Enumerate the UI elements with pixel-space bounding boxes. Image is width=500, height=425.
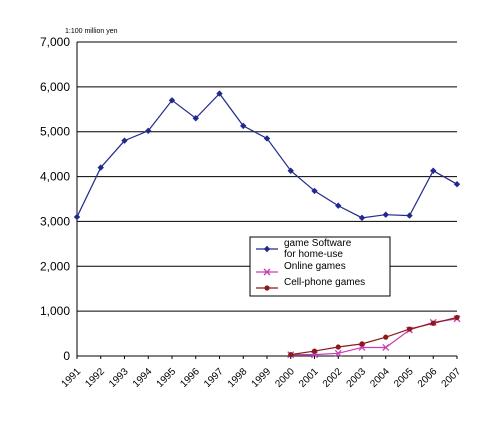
data-point (311, 348, 318, 354)
x-tick-label: 2002 (321, 366, 345, 390)
data-point (382, 211, 389, 218)
y-tick-label: 6,000 (40, 80, 70, 94)
x-tick-label: 1995 (155, 366, 179, 390)
data-point (288, 352, 294, 358)
legend-entry: Online games (256, 261, 346, 276)
data-point (168, 97, 176, 104)
series-line (76, 92, 458, 219)
legend-label: Cell-phone games (284, 277, 365, 288)
data-point (73, 213, 81, 221)
x-tick-label: 2004 (368, 366, 392, 390)
legend-entry: Cell-phone games (256, 277, 365, 291)
data-point (97, 164, 104, 171)
gridlines (77, 41, 457, 357)
x-tick-label: 2007 (440, 366, 464, 390)
x-tick-label: 1996 (178, 366, 202, 390)
data-point (263, 135, 271, 142)
legend-box (249, 236, 391, 297)
data-point (287, 167, 294, 174)
data-point (382, 344, 390, 351)
legend-marker (263, 245, 271, 253)
data-point (359, 341, 365, 347)
data-point (216, 90, 223, 97)
x-tick-label: 2006 (416, 366, 440, 390)
y-tick-label: 3,000 (40, 214, 70, 228)
data-point (383, 334, 389, 340)
data-point (240, 122, 247, 130)
legend-marker (263, 268, 271, 276)
legend-label: for home-use (284, 249, 343, 260)
x-tick-label: 2000 (273, 366, 297, 390)
series-2 (288, 314, 460, 358)
series-lines (73, 90, 461, 359)
series-line (290, 316, 458, 356)
legend-label: Online games (284, 261, 346, 272)
y-tick-label: 0 (63, 349, 70, 363)
data-point (192, 115, 199, 122)
x-tick-label: 1991 (60, 366, 84, 390)
x-tick-label: 1998 (226, 366, 250, 390)
x-tick-label: 2001 (297, 366, 321, 390)
data-point (430, 320, 436, 326)
data-point (453, 180, 461, 188)
data-point (406, 326, 413, 332)
y-tick-label: 2,000 (40, 259, 70, 273)
data-point (358, 214, 366, 222)
x-tick-label: 1992 (83, 366, 107, 390)
legend-marker (264, 285, 270, 291)
x-tick-label: 2003 (345, 366, 369, 390)
data-point (454, 314, 460, 321)
data-point (406, 212, 413, 219)
data-point (334, 349, 342, 357)
data-point (335, 202, 342, 209)
y-tick-label: 4,000 (40, 170, 70, 184)
data-point (430, 167, 437, 174)
axes: 0 1,000 2,000 3,000 4,000 5,000 6,000 7,0001:10… (40, 28, 463, 390)
unit-label: 1:100 million yen (65, 28, 118, 35)
data-point (121, 137, 128, 144)
x-tick-label: 1997 (202, 366, 226, 390)
legend-label: game Software (284, 238, 352, 249)
data-point (311, 187, 318, 195)
x-tick-label: 1993 (107, 366, 131, 390)
series-0 (73, 90, 461, 222)
x-tick-label: 2005 (392, 366, 416, 390)
y-tick-label: 1,000 (40, 304, 70, 318)
y-tick-label: 7,000 (40, 35, 70, 49)
y-tick-label: 5,000 (40, 125, 70, 139)
x-tick-label: 1994 (131, 366, 155, 390)
data-point (145, 127, 152, 135)
data-point (335, 344, 341, 350)
x-tick-label: 1999 (250, 366, 274, 390)
